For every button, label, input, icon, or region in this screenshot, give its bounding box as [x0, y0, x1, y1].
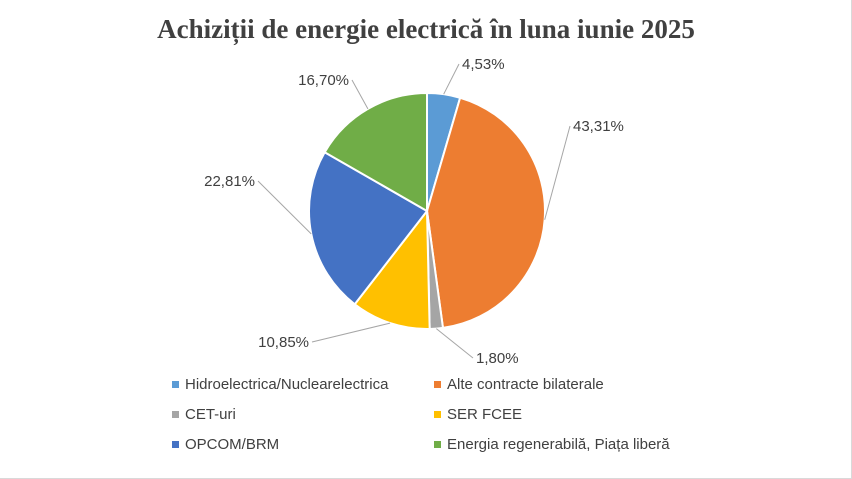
legend-label: Hidroelectrica/Nuclearelectrica [185, 376, 389, 393]
legend-swatch [172, 411, 179, 418]
data-label-cet-uri: 1,80% [476, 350, 519, 367]
legend-label: Energia regenerabilă, Piața liberă [447, 436, 670, 453]
legend-item-cet-uri: CET-uri [172, 406, 434, 423]
data-label-energia-regenerabila-piata-libera: 16,70% [298, 72, 349, 89]
legend-swatch [172, 381, 179, 388]
data-label-opcom-brm: 22,81% [204, 173, 255, 190]
data-label-hidroelectrica-nuclearelectrica: 4,53% [462, 56, 505, 73]
legend-swatch [434, 411, 441, 418]
leader-line-cet-uri [435, 328, 474, 359]
data-label-ser-fcee: 10,85% [258, 334, 309, 351]
pie-slice-opcom-brm [308, 150, 429, 306]
leader-line-energia-regenerabila-piata-libera [351, 79, 369, 110]
leader-line-alte-contracte-bilaterale [544, 125, 571, 220]
legend-item-energia-regenerabila-piata-libera: Energia regenerabilă, Piața liberă [434, 436, 714, 453]
data-label-alte-contracte-bilaterale: 43,31% [573, 118, 624, 135]
leader-line-ser-fcee [311, 322, 391, 343]
legend-item-hidroelectrica-nuclearelectrica: Hidroelectrica/Nuclearelectrica [172, 376, 434, 393]
legend-label: SER FCEE [447, 406, 523, 423]
legend-swatch [434, 381, 441, 388]
data-labels: 4,53% 43,31% 1,80% 10,85% 22,81% 16,70% [204, 56, 624, 367]
legend-swatch [172, 441, 179, 448]
leader-line-hidroelectrica-nuclearelectrica [443, 63, 460, 95]
pie-slices [308, 91, 546, 330]
chart-title: Achiziții de energie electrică în luna i… [157, 14, 695, 44]
legend-item-alte-contracte-bilaterale: Alte contracte bilaterale [434, 376, 714, 393]
chart-legend: Hidroelectrica/Nuclearelectrica Alte cont… [172, 376, 732, 453]
leader-line-opcom-brm [257, 180, 312, 235]
legend-label: OPCOM/BRM [185, 436, 280, 453]
legend-swatch [434, 441, 441, 448]
legend-label: CET-uri [185, 406, 236, 423]
pie-slice-ser-fcee [353, 208, 431, 330]
leader-lines [257, 63, 571, 359]
legend-label: Alte contracte bilaterale [447, 376, 604, 393]
legend-item-opcom-brm: OPCOM/BRM [172, 436, 434, 453]
legend-item-ser-fcee: SER FCEE [434, 406, 714, 423]
